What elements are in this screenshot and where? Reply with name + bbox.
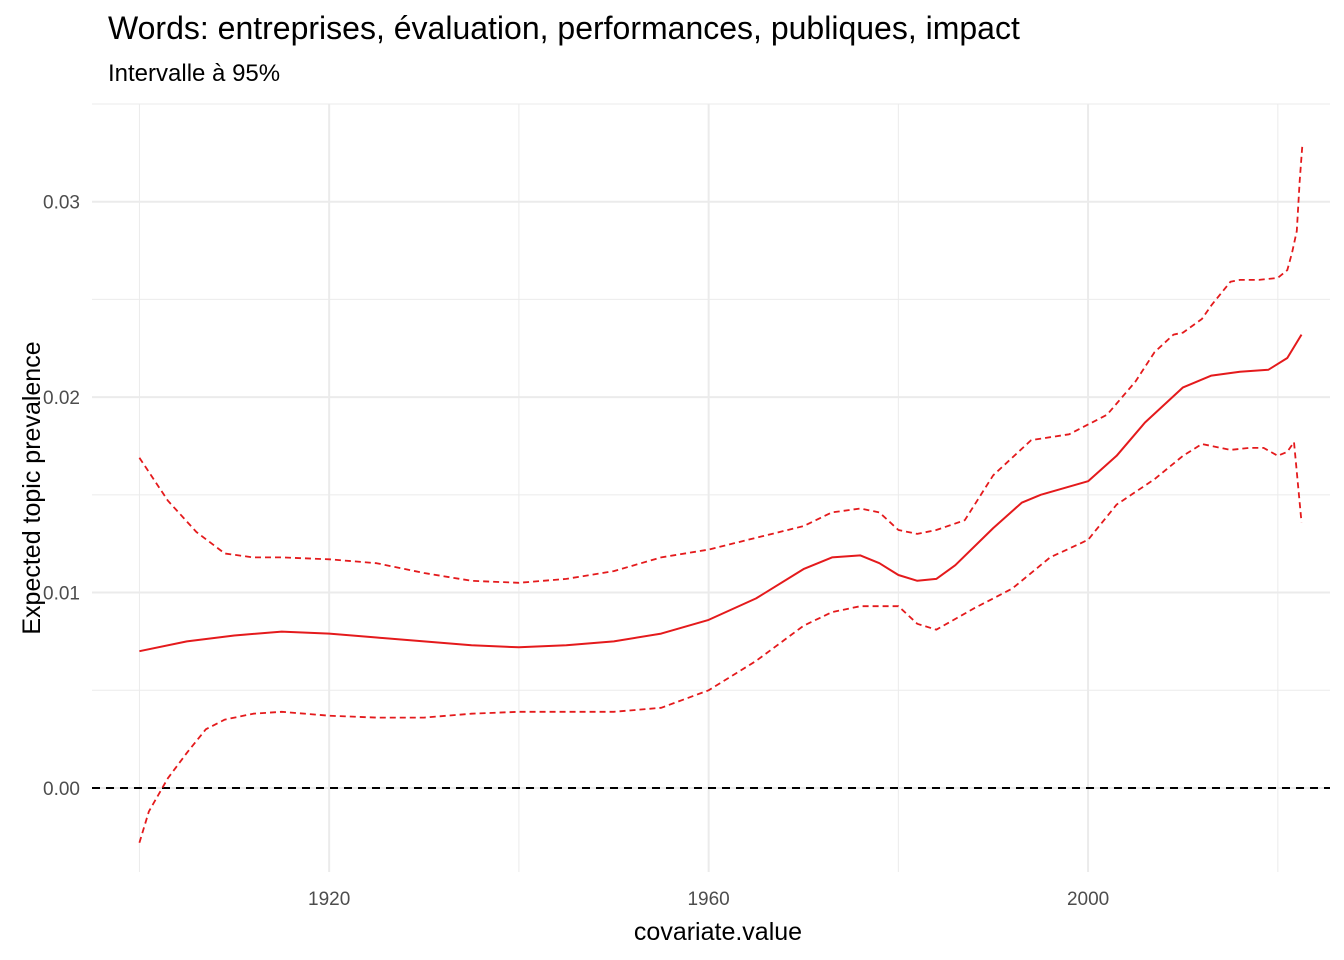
y-axis-tick-labels: 0.00 0.01 0.02 0.03 xyxy=(43,193,80,800)
x-axis-tick-labels: 1920 1960 2000 xyxy=(308,889,1109,910)
y-tick-label: 0.03 xyxy=(43,193,80,214)
y-tick-label: 0.00 xyxy=(43,779,80,800)
series-estimate-line xyxy=(139,334,1303,653)
x-tick-label: 1920 xyxy=(308,889,350,910)
chart-title: Words: entreprises, évaluation, performa… xyxy=(108,10,1020,46)
series-upper-bound-line xyxy=(138,143,1304,584)
minor-gridlines xyxy=(92,103,1330,872)
major-gridlines xyxy=(92,104,1330,872)
x-axis-title: covariate.value xyxy=(634,918,802,946)
series-lower-bound-line xyxy=(138,441,1303,843)
x-tick-label: 2000 xyxy=(1067,889,1109,910)
y-tick-label: 0.02 xyxy=(43,388,80,409)
chart-subtitle: Intervalle à 95% xyxy=(108,60,281,87)
y-axis-title: Expected topic prevalence xyxy=(18,341,46,634)
y-tick-label: 0.01 xyxy=(43,584,80,605)
series-layer xyxy=(138,143,1304,843)
x-tick-label: 1960 xyxy=(687,889,729,910)
